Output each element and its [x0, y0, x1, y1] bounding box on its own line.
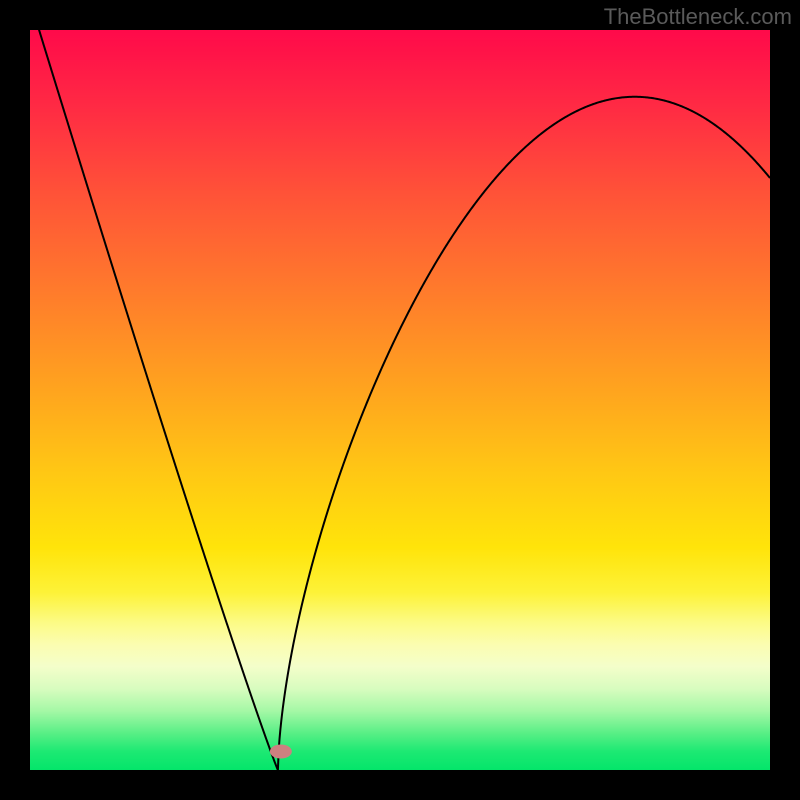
watermark-text: TheBottleneck.com: [604, 4, 792, 30]
bottleneck-chart: [0, 0, 800, 800]
plot-background: [30, 30, 770, 770]
chart-container: TheBottleneck.com: [0, 0, 800, 800]
minimum-marker: [270, 745, 292, 759]
